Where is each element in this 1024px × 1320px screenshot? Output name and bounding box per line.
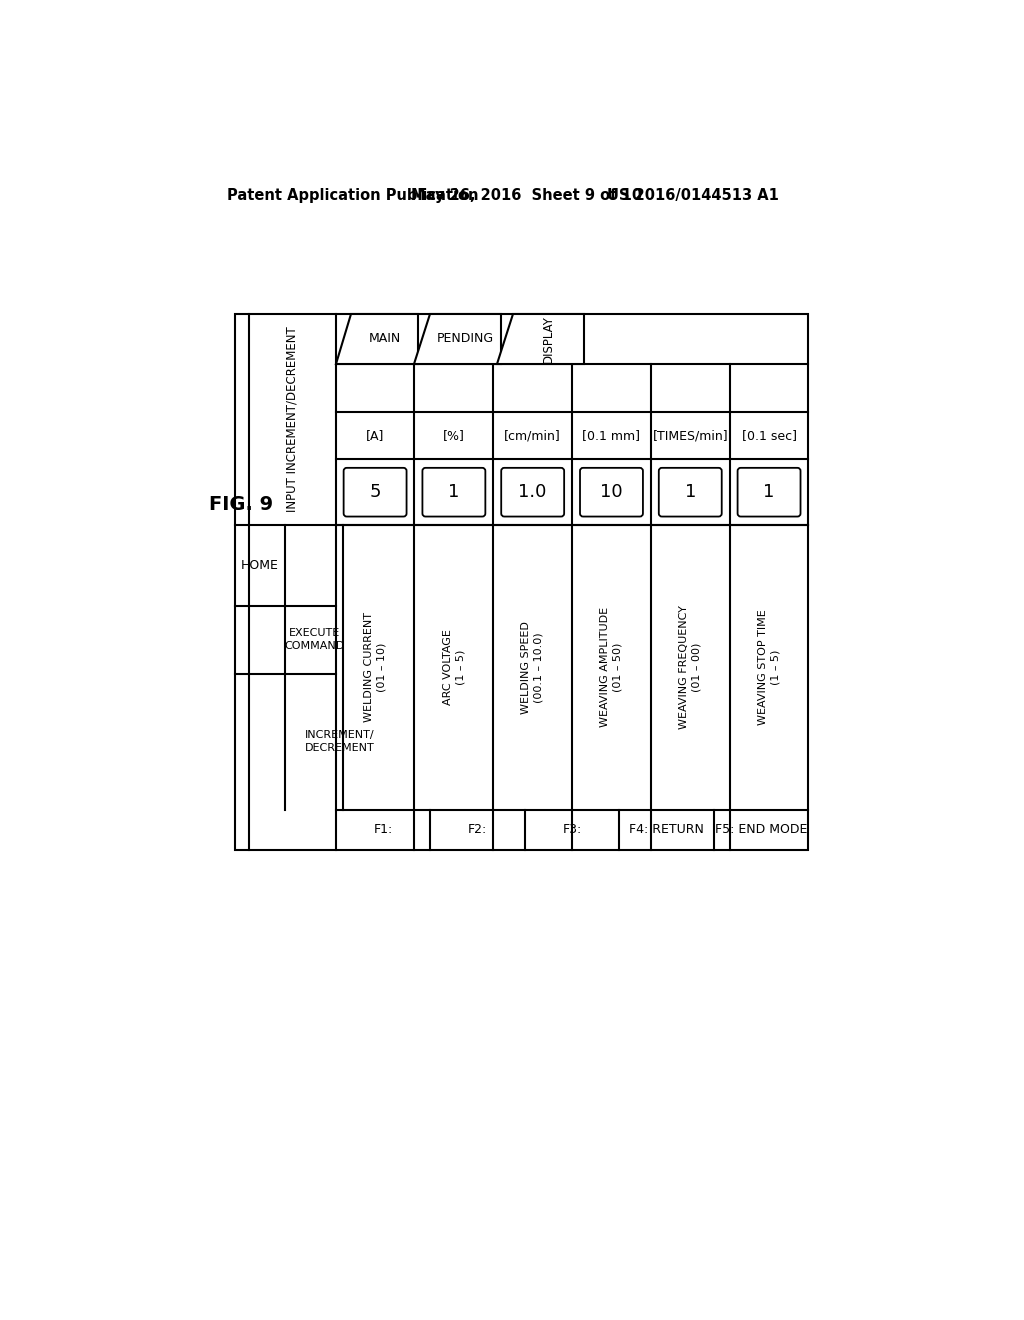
Text: 5: 5 <box>370 483 381 502</box>
Text: 1.0: 1.0 <box>518 483 547 502</box>
FancyBboxPatch shape <box>658 467 722 516</box>
Polygon shape <box>498 314 584 364</box>
Text: 10: 10 <box>600 483 623 502</box>
Text: F4: RETURN: F4: RETURN <box>629 824 705 837</box>
Text: INCREMENT/
DECREMENT: INCREMENT/ DECREMENT <box>305 730 375 754</box>
Text: F1:: F1: <box>374 824 392 837</box>
Text: [0.1 mm]: [0.1 mm] <box>583 429 640 442</box>
Text: [A]: [A] <box>366 429 384 442</box>
Text: [0.1 sec]: [0.1 sec] <box>741 429 797 442</box>
Text: May 26, 2016  Sheet 9 of 10: May 26, 2016 Sheet 9 of 10 <box>411 187 642 203</box>
Text: Patent Application Publication: Patent Application Publication <box>227 187 478 203</box>
Text: 1: 1 <box>449 483 460 502</box>
Text: 1: 1 <box>763 483 775 502</box>
FancyBboxPatch shape <box>580 467 643 516</box>
Text: HOME: HOME <box>242 558 280 572</box>
Text: WEAVING FREQUENCY
(01 – 00): WEAVING FREQUENCY (01 – 00) <box>679 606 701 730</box>
Text: WEAVING AMPLITUDE
(01 – 50): WEAVING AMPLITUDE (01 – 50) <box>600 607 623 727</box>
Text: [%]: [%] <box>443 429 465 442</box>
Text: EXECUTE
COMMAND: EXECUTE COMMAND <box>285 628 344 651</box>
Polygon shape <box>336 314 419 364</box>
Text: 1: 1 <box>685 483 696 502</box>
Text: [TIMES/min]: [TIMES/min] <box>652 429 728 442</box>
Bar <box>234 314 809 850</box>
Text: PENDING: PENDING <box>437 333 494 346</box>
Text: US 2016/0144513 A1: US 2016/0144513 A1 <box>607 187 779 203</box>
Text: WEAVING STOP TIME
(1 – 5): WEAVING STOP TIME (1 – 5) <box>758 610 780 725</box>
Text: F2:: F2: <box>468 824 487 837</box>
Text: FIG. 9: FIG. 9 <box>209 495 273 515</box>
Text: WELDING SPEED
(00.1 – 10.0): WELDING SPEED (00.1 – 10.0) <box>521 620 544 714</box>
FancyBboxPatch shape <box>344 467 407 516</box>
Text: F3:: F3: <box>562 824 582 837</box>
FancyBboxPatch shape <box>423 467 485 516</box>
Polygon shape <box>415 314 501 364</box>
Text: DISPLAY: DISPLAY <box>542 315 555 363</box>
FancyBboxPatch shape <box>737 467 801 516</box>
Text: F5: END MODE: F5: END MODE <box>715 824 807 837</box>
Text: INPUT INCREMENT/DECREMENT: INPUT INCREMENT/DECREMENT <box>286 326 299 512</box>
Text: [cm/min]: [cm/min] <box>504 429 561 442</box>
Text: ARC VOLTAGE
(1 – 5): ARC VOLTAGE (1 – 5) <box>442 630 465 705</box>
FancyBboxPatch shape <box>501 467 564 516</box>
Text: WELDING CURRENT
(01 – 10): WELDING CURRENT (01 – 10) <box>364 612 386 722</box>
Text: MAIN: MAIN <box>369 333 401 346</box>
